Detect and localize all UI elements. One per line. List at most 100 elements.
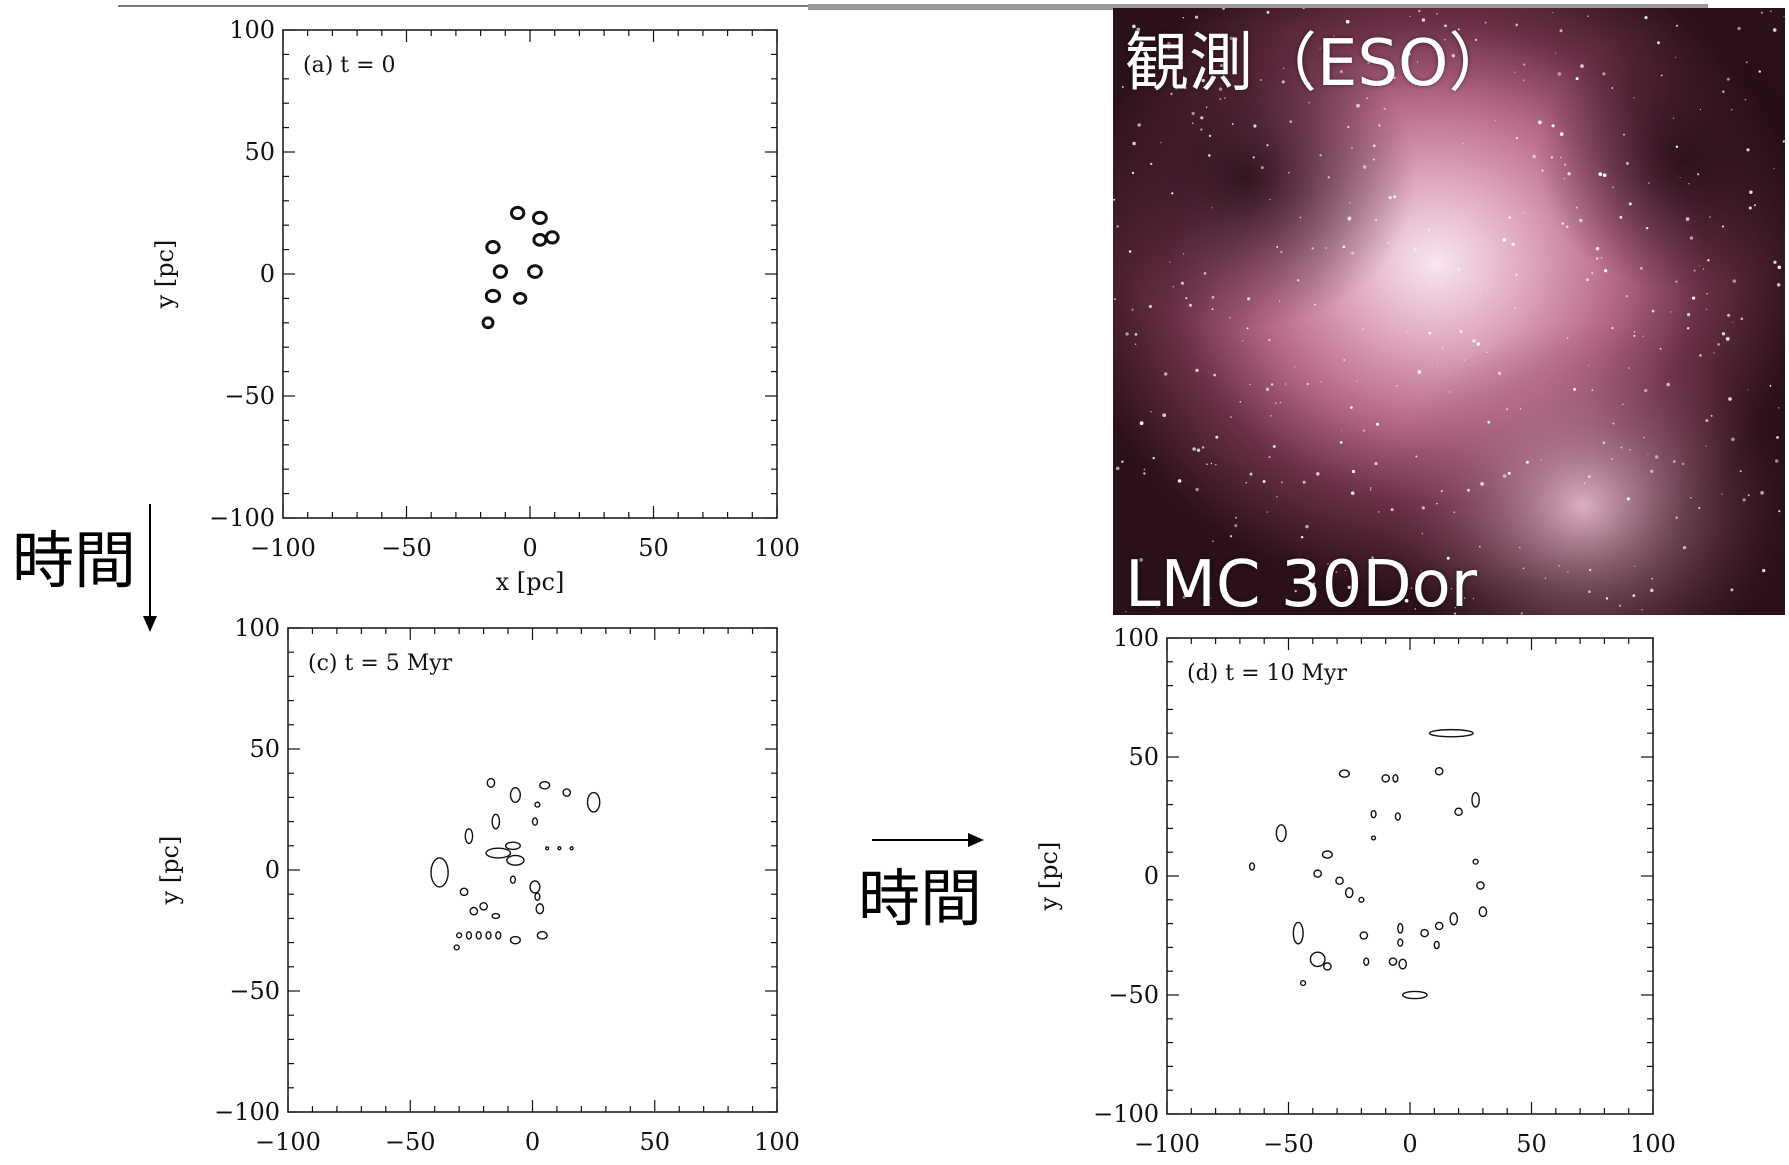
contour-clump [1471, 791, 1480, 808]
star [1620, 446, 1623, 449]
star [1778, 510, 1781, 513]
contour-clump [1398, 958, 1408, 970]
y-tick-label: 50 [249, 735, 280, 763]
star [1289, 120, 1293, 123]
star [1705, 445, 1707, 447]
star [1626, 497, 1631, 501]
x-tick-label: 100 [754, 534, 800, 562]
star [1753, 204, 1757, 207]
star [1760, 11, 1763, 14]
star [1454, 612, 1457, 615]
contour-clump [1359, 931, 1369, 940]
star [1540, 459, 1542, 461]
star [1308, 102, 1310, 104]
star [1515, 273, 1518, 276]
star [1612, 422, 1615, 425]
star [1514, 71, 1516, 73]
star [1113, 198, 1116, 201]
star [1247, 297, 1251, 301]
star [1143, 472, 1146, 475]
star [1575, 206, 1578, 209]
y-tick-label: 50 [244, 138, 275, 166]
star [1420, 570, 1422, 572]
contour-clump [1433, 940, 1440, 950]
star [1486, 351, 1488, 353]
contour-clump [484, 288, 502, 304]
star [1415, 455, 1418, 458]
star [1339, 70, 1343, 74]
star [1428, 331, 1432, 335]
star [1633, 334, 1636, 337]
star [1604, 269, 1608, 273]
star [1150, 162, 1153, 166]
star [1279, 300, 1281, 302]
star [1602, 72, 1606, 76]
star [1305, 524, 1309, 529]
star [1467, 488, 1470, 492]
star [1623, 133, 1625, 136]
contour-clump [492, 264, 509, 279]
star [1619, 215, 1623, 219]
y-axis-label: y [pc] [1035, 842, 1063, 912]
star [1446, 556, 1450, 560]
star [1579, 218, 1583, 223]
star [1588, 590, 1591, 594]
contour-clump [495, 931, 502, 940]
star [1372, 144, 1376, 148]
contour-clump [1313, 869, 1323, 878]
star [1194, 15, 1199, 19]
panel-label: (d) t = 10 Myr [1187, 661, 1347, 686]
star [1522, 567, 1525, 570]
star [1276, 245, 1279, 248]
star [1375, 422, 1380, 426]
star [1478, 545, 1481, 548]
star [1644, 16, 1648, 20]
star [1260, 79, 1262, 81]
star [1362, 165, 1367, 169]
star [1632, 594, 1636, 597]
star [1721, 225, 1724, 228]
contour-clump [529, 880, 541, 894]
star [1675, 145, 1679, 149]
star [1148, 304, 1153, 309]
star [1139, 558, 1143, 562]
star [1580, 64, 1584, 68]
star [1307, 583, 1311, 587]
star [1497, 371, 1502, 376]
star [1345, 19, 1350, 24]
star [1211, 207, 1213, 209]
contour-clump [534, 892, 541, 901]
star [1698, 506, 1701, 509]
x-tick-label: 0 [525, 1128, 540, 1156]
star [1302, 8, 1305, 10]
star [1502, 474, 1507, 478]
star [1682, 545, 1687, 550]
star [1139, 421, 1144, 426]
star [1679, 176, 1681, 179]
contour-clump [464, 828, 474, 845]
star [1463, 359, 1466, 361]
star [1740, 317, 1744, 321]
star [1567, 172, 1571, 176]
x-tick-label: 100 [1630, 1130, 1676, 1158]
contour-clump [1358, 896, 1365, 903]
star [1505, 408, 1509, 411]
star [1602, 173, 1607, 177]
star [1782, 140, 1785, 143]
star [1235, 516, 1238, 519]
star [1660, 74, 1663, 77]
star [1276, 496, 1278, 498]
contour-clump [545, 846, 550, 851]
star [1407, 51, 1411, 56]
star [1600, 256, 1603, 259]
star [1472, 598, 1474, 600]
star [1319, 154, 1322, 157]
star [1441, 347, 1444, 350]
star [1728, 397, 1732, 401]
star [1266, 11, 1270, 14]
contour-clump [1370, 835, 1377, 841]
star [1211, 308, 1214, 310]
star [1731, 437, 1735, 442]
star [1200, 116, 1204, 120]
star [1125, 332, 1129, 336]
